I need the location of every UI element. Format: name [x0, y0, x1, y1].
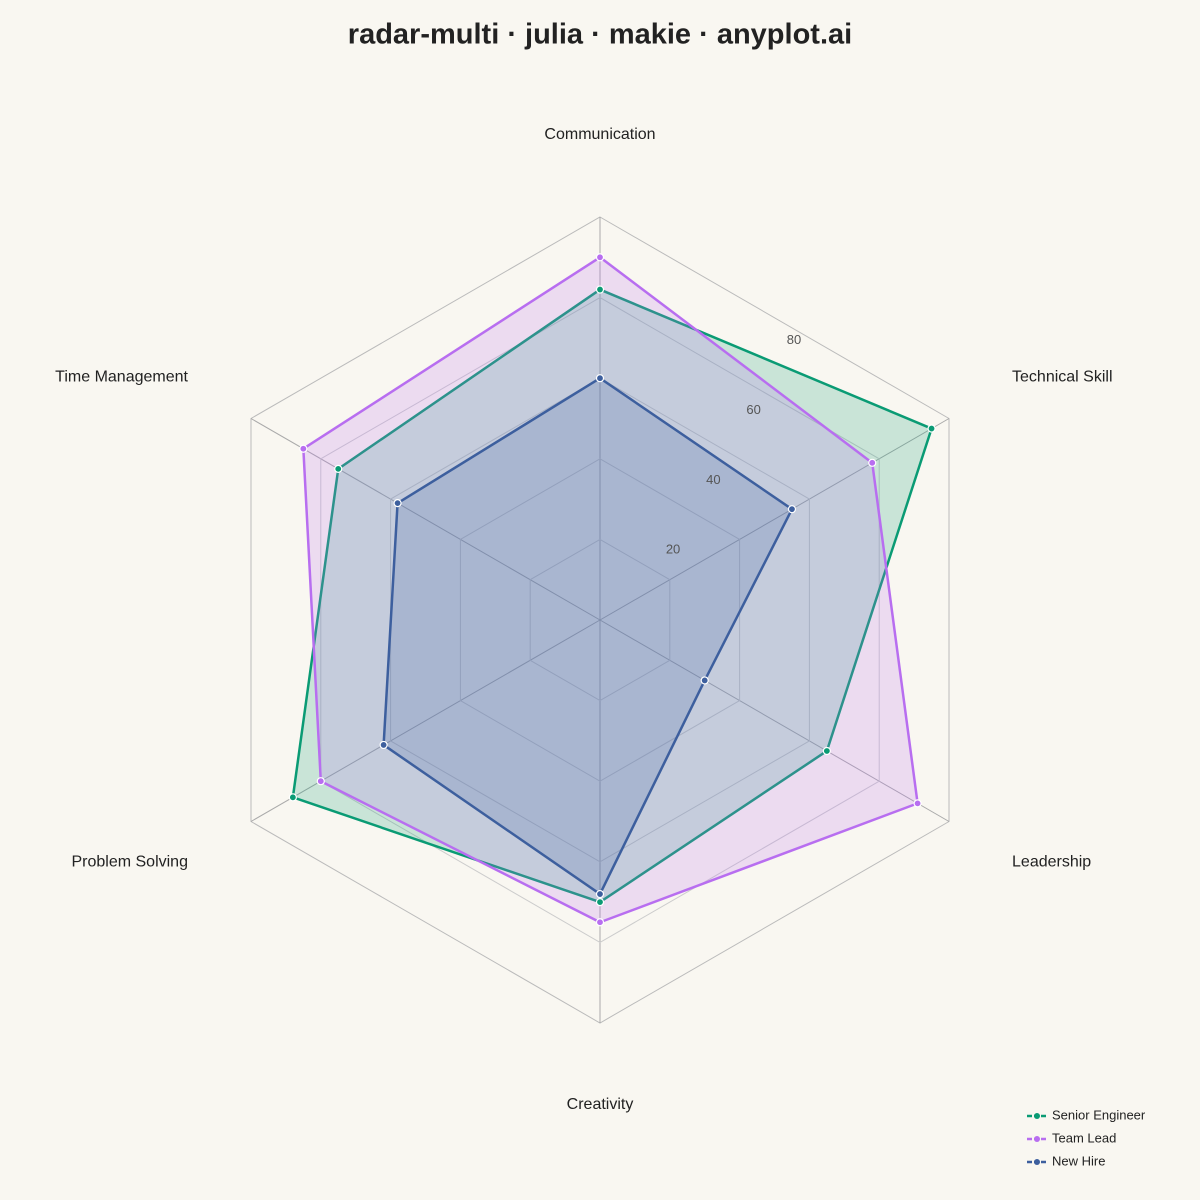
- category-label: Problem Solving: [71, 854, 188, 871]
- data-point: [393, 499, 402, 508]
- spoke: [250, 619, 601, 822]
- grid-ring: [390, 377, 810, 863]
- r-tick-label: 60: [746, 402, 760, 417]
- legend-marker: [1034, 1159, 1040, 1165]
- category-label: Time Management: [55, 369, 188, 386]
- legend-label: Team Lead: [1052, 1130, 1116, 1145]
- data-point: [595, 889, 605, 899]
- data-point: [288, 793, 297, 802]
- data-point: [595, 918, 605, 927]
- legend-item: Team Lead: [1027, 1130, 1116, 1145]
- data-point: [913, 799, 922, 808]
- data-point: [927, 424, 936, 433]
- grid-ring: [529, 538, 671, 702]
- category-label: Creativity: [567, 1096, 634, 1113]
- spoke: [599, 418, 950, 621]
- data-point: [299, 444, 308, 453]
- series-area: [303, 257, 918, 923]
- category-label: Technical Skill: [1012, 369, 1112, 386]
- data-point: [595, 897, 605, 907]
- chart-title: radar-multi · julia · makie · anyplot.ai: [348, 19, 852, 51]
- data-point: [700, 676, 709, 685]
- series-area: [383, 378, 792, 895]
- legend-item: New Hire: [1027, 1153, 1105, 1168]
- data-point: [787, 505, 797, 514]
- grid-ring: [459, 458, 741, 782]
- category-label: Leadership: [1012, 854, 1091, 871]
- legend-marker: [1034, 1113, 1040, 1119]
- category-label: Communication: [544, 126, 655, 143]
- data-point: [868, 458, 877, 467]
- data-point: [822, 746, 831, 756]
- data-point: [334, 464, 343, 473]
- legend-label: New Hire: [1052, 1153, 1105, 1168]
- r-tick-label: 80: [787, 332, 801, 347]
- data-point: [379, 740, 388, 750]
- r-tick-label: 20: [666, 542, 680, 557]
- spoke: [250, 418, 601, 621]
- spoke: [599, 619, 950, 822]
- data-point: [595, 253, 605, 262]
- legend-item: Senior Engineer: [1027, 1107, 1146, 1122]
- grid-ring: [320, 297, 880, 943]
- data-point: [316, 777, 325, 786]
- data-point: [595, 374, 605, 383]
- series-area: [292, 289, 932, 903]
- legend-marker: [1034, 1136, 1040, 1142]
- legend-label: Senior Engineer: [1052, 1107, 1146, 1122]
- data-point: [595, 285, 605, 294]
- r-tick-label: 40: [706, 472, 720, 487]
